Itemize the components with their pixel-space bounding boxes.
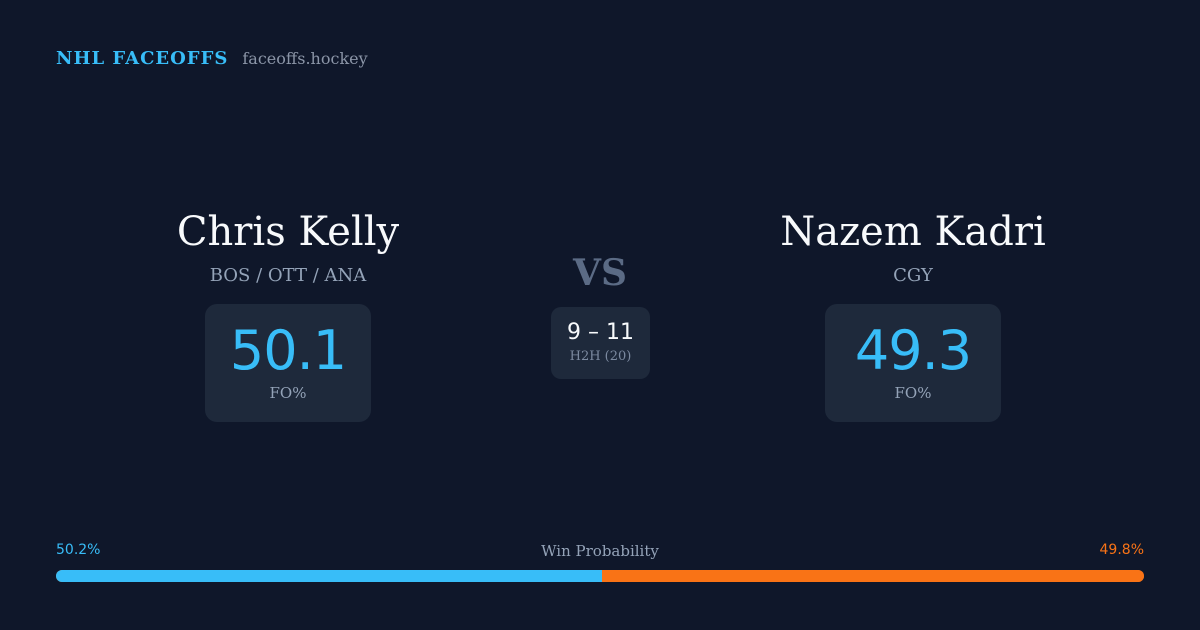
win-probability-bar [56, 570, 1144, 582]
player-left-fo-label: FO% [269, 384, 307, 402]
brand-domain[interactable]: faceoffs.hockey [242, 49, 368, 68]
player-right-name: Nazem Kadri [780, 209, 1046, 255]
player-left-stat-box: 50.1 FO% [205, 304, 371, 422]
vs-label: VS [573, 252, 627, 294]
brand: NHL FACEOFFS faceoffs.hockey [56, 48, 368, 69]
player-left-fo-value: 50.1 [229, 319, 347, 382]
h2h-score: 9 – 11 [567, 320, 634, 345]
win-probability-title: Win Probability [541, 542, 659, 560]
player-right-team: CGY [893, 265, 933, 286]
h2h-label: H2H (20) [569, 349, 632, 364]
player-right-stat-box: 49.3 FO% [825, 304, 1001, 422]
h2h-box: 9 – 11 H2H (20) [551, 307, 650, 379]
player-right: Nazem Kadri CGY 49.3 FO% [713, 206, 1113, 422]
brand-name[interactable]: NHL FACEOFFS [56, 48, 229, 69]
win-probability-fill-right [602, 570, 1144, 582]
win-probability-left: 50.2% [56, 542, 101, 558]
player-right-fo-value: 49.3 [854, 319, 972, 382]
win-probability-right: 49.8% [1099, 542, 1144, 558]
player-left-name: Chris Kelly [176, 209, 400, 255]
win-probability-labels: 50.2% Win Probability 49.8% [56, 542, 1144, 562]
player-left: Chris Kelly BOS / OTT / ANA 50.1 FO% [88, 206, 488, 422]
player-left-team: BOS / OTT / ANA [209, 265, 367, 286]
win-probability-fill-left [56, 570, 603, 582]
player-right-fo-label: FO% [894, 384, 932, 402]
